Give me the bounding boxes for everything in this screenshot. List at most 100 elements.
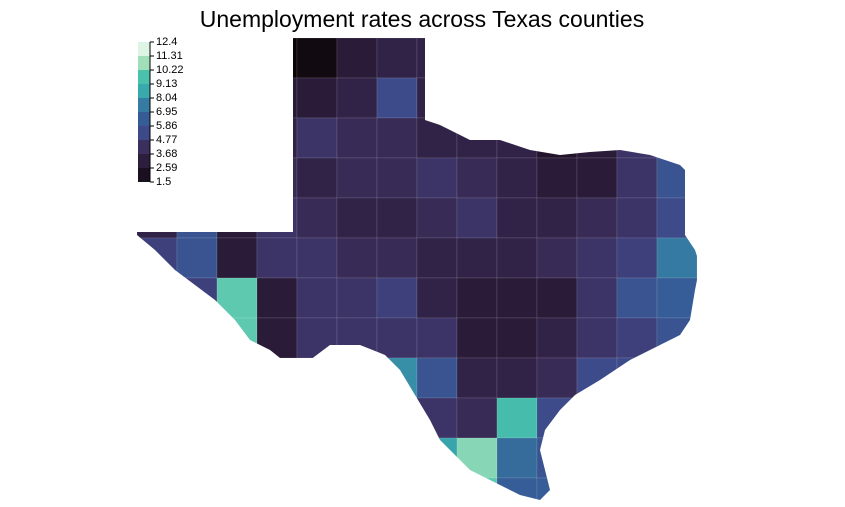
legend-swatch (138, 140, 150, 154)
county (416, 277, 458, 319)
county (616, 317, 658, 359)
map-title: Unemployment rates across Texas counties (200, 6, 644, 32)
county (576, 397, 618, 439)
legend-swatch (138, 154, 150, 168)
county (576, 277, 618, 319)
county (376, 197, 418, 239)
county (616, 157, 658, 199)
county (576, 357, 618, 399)
county (456, 197, 498, 239)
legend-label: 9.13 (156, 78, 177, 90)
county (296, 317, 338, 359)
county (576, 197, 618, 239)
county (376, 237, 418, 279)
county (616, 357, 658, 399)
legend-swatch (138, 98, 150, 112)
county (496, 277, 538, 319)
counties (137, 38, 698, 500)
legend-swatch (138, 126, 150, 140)
county (496, 317, 538, 359)
county (336, 117, 378, 159)
county (616, 197, 658, 239)
county (656, 157, 698, 199)
county (496, 157, 538, 199)
legend-swatch (138, 70, 150, 84)
county (536, 237, 578, 279)
county (616, 117, 658, 159)
county (656, 237, 698, 279)
legend-label: 5.86 (156, 120, 177, 132)
county (416, 38, 458, 79)
legend-label: 8.04 (156, 92, 177, 104)
county (137, 237, 178, 279)
legend-label: 3.68 (156, 148, 177, 160)
county (376, 277, 418, 319)
county (216, 197, 258, 239)
county (296, 237, 338, 279)
county (416, 77, 458, 119)
county (176, 277, 218, 319)
county (416, 237, 458, 279)
county (496, 477, 538, 500)
county (496, 117, 538, 159)
county (536, 437, 578, 479)
county (336, 277, 378, 319)
legend-swatch (138, 56, 150, 70)
county (256, 277, 298, 319)
county (416, 437, 458, 479)
county (536, 197, 578, 239)
county (536, 317, 578, 359)
county (376, 77, 418, 119)
legend-swatch (138, 42, 150, 56)
county (176, 237, 218, 279)
legend-label: 12.4 (156, 36, 177, 48)
county (536, 477, 578, 500)
county (336, 38, 378, 79)
county (576, 117, 618, 159)
legend-label: 1.5 (156, 176, 171, 188)
county (456, 157, 498, 199)
county (656, 117, 698, 159)
county (576, 157, 618, 199)
county (376, 157, 418, 199)
county (256, 317, 298, 359)
county (456, 477, 498, 500)
legend-swatch (138, 168, 150, 182)
county (416, 157, 458, 199)
county (256, 197, 298, 239)
county (296, 77, 338, 119)
county (336, 357, 378, 399)
county (496, 437, 538, 479)
county (296, 38, 338, 79)
county (256, 77, 298, 119)
county (336, 317, 378, 359)
county (616, 277, 658, 319)
legend-label: 6.95 (156, 106, 177, 118)
county (256, 117, 298, 159)
county (296, 197, 338, 239)
legend-swatch (138, 84, 150, 98)
county (416, 357, 458, 399)
county (137, 197, 178, 239)
county (216, 237, 258, 279)
county (336, 77, 378, 119)
county (256, 157, 298, 199)
county (216, 277, 258, 319)
county (656, 277, 698, 319)
county (416, 397, 458, 439)
county (336, 237, 378, 279)
county (296, 117, 338, 159)
county (656, 317, 698, 359)
county (296, 277, 338, 319)
legend-label: 11.31 (156, 50, 183, 62)
legend-label: 4.77 (156, 134, 177, 146)
county (376, 117, 418, 159)
county (536, 277, 578, 319)
county (456, 437, 498, 479)
county (376, 38, 418, 79)
legend-swatch (138, 112, 150, 126)
county (456, 117, 498, 159)
county (576, 237, 618, 279)
county (336, 197, 378, 239)
